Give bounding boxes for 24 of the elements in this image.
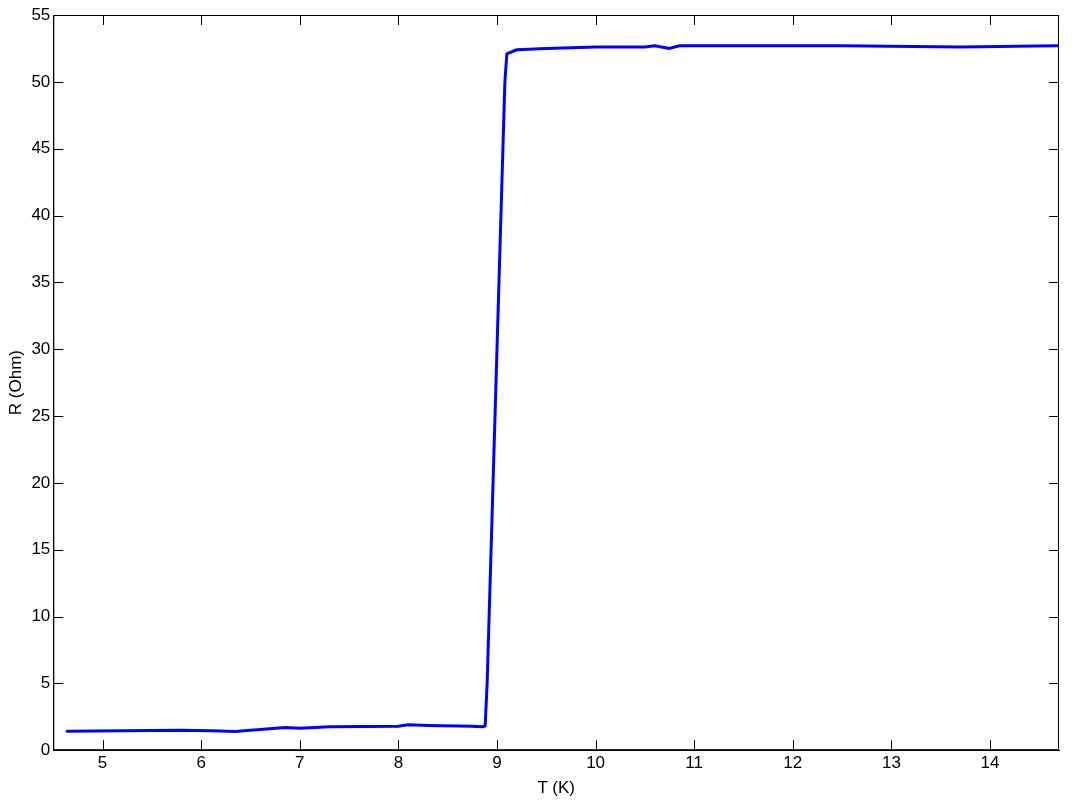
y-tick-label: 35 xyxy=(31,272,51,292)
y-tick-label: 15 xyxy=(31,539,51,559)
x-tick-label: 13 xyxy=(881,753,901,773)
y-tick-label: 0 xyxy=(40,739,51,759)
x-tick-label: 6 xyxy=(196,753,206,773)
x-tick-label: 7 xyxy=(295,753,305,773)
x-tick-label: 9 xyxy=(492,753,502,773)
y-tick-label: 45 xyxy=(31,138,51,158)
x-tick-label: 8 xyxy=(393,753,404,773)
x-axis-title: T (K) xyxy=(537,778,575,798)
x-tick-label: 11 xyxy=(685,753,704,773)
y-tick-label: 25 xyxy=(31,405,51,425)
x-tick-label: 14 xyxy=(980,753,1000,773)
x-tick-label: 10 xyxy=(586,753,606,773)
y-tick-label: 5 xyxy=(40,673,51,693)
y-tick-label: 30 xyxy=(31,338,51,358)
y-tick-label: 20 xyxy=(31,472,51,492)
y-tick-label: 50 xyxy=(31,71,51,91)
x-tick-label: 5 xyxy=(97,753,108,773)
y-tick-label: 55 xyxy=(31,4,51,24)
y-axis-title: R (Ohm) xyxy=(5,350,25,416)
y-tick-label: 40 xyxy=(31,205,51,225)
y-tick-label: 10 xyxy=(31,606,51,626)
x-tick-label: 12 xyxy=(783,753,803,773)
